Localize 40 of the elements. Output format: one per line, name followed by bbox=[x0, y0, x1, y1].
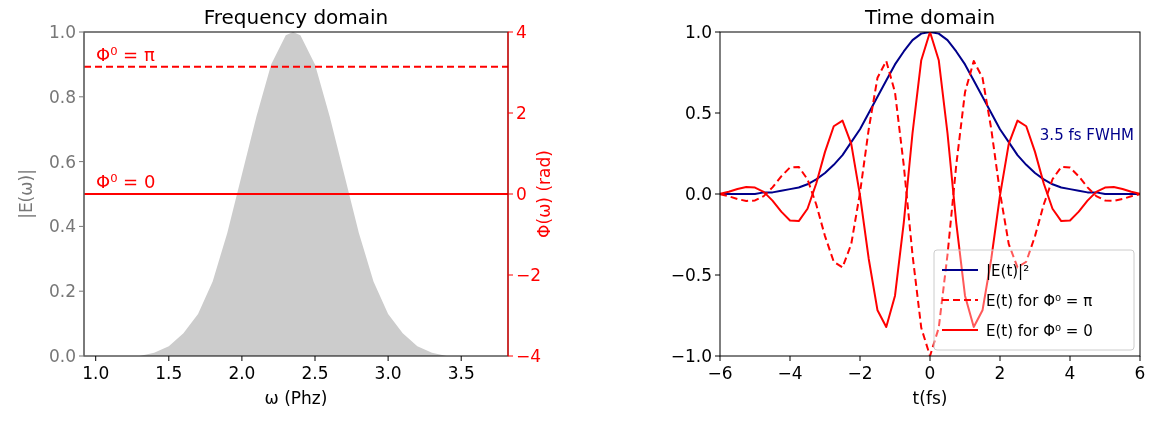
x-tick-label: 1.5 bbox=[155, 363, 183, 383]
x-tick-label: −2 bbox=[847, 363, 873, 383]
x-axis-title: ω (Phz) bbox=[264, 388, 328, 408]
y-tick-label: 0.0 bbox=[48, 346, 76, 366]
y-tick-label: 0.4 bbox=[48, 216, 76, 237]
y2-tick-label: −2 bbox=[516, 265, 542, 285]
ref-line-label: Φ⁰ = π bbox=[96, 43, 155, 65]
x-tick-label: 2.5 bbox=[301, 363, 329, 383]
x-tick-label: −4 bbox=[777, 363, 803, 383]
chart-title: Time domain bbox=[863, 5, 996, 29]
x-tick-label: 2 bbox=[994, 363, 1006, 383]
y-tick-label: 0.8 bbox=[48, 86, 76, 107]
x-axis-title: t(fs) bbox=[912, 388, 948, 408]
y-tick-label: −0.5 bbox=[670, 265, 712, 285]
y-tick-label: 0.2 bbox=[48, 281, 76, 302]
annotation: 3.5 fs FWHM bbox=[1039, 126, 1134, 144]
x-tick-label: 1.0 bbox=[82, 363, 110, 383]
y2-tick-label: 4 bbox=[516, 22, 527, 42]
ref-line-label: Φ⁰ = 0 bbox=[96, 171, 156, 192]
y-tick-label: 1.0 bbox=[684, 22, 712, 42]
y-tick-label: 0.6 bbox=[48, 151, 76, 172]
y-tick-label: 0.5 bbox=[684, 103, 712, 123]
y-tick-label: −1.0 bbox=[670, 346, 712, 366]
y-tick-label: 1.0 bbox=[48, 22, 76, 42]
x-tick-label: 6 bbox=[1134, 363, 1146, 383]
x-tick-label: 3.0 bbox=[374, 363, 402, 383]
x-tick-label: 2.0 bbox=[228, 363, 256, 383]
x-tick-label: −6 bbox=[707, 363, 733, 383]
y2-tick-label: −4 bbox=[516, 346, 542, 366]
x-tick-label: 3.5 bbox=[447, 363, 475, 383]
y2-tick-label: 2 bbox=[516, 103, 527, 123]
legend-label: E(t) for Φ⁰ = 0 bbox=[986, 322, 1093, 340]
y-tick-label: 0.0 bbox=[684, 184, 712, 204]
y2-axis-title: Φ(ω) (rad) bbox=[534, 150, 554, 238]
x-tick-label: 0 bbox=[924, 363, 936, 383]
chart-title: Frequency domain bbox=[203, 5, 389, 29]
x-tick-label: 4 bbox=[1064, 363, 1076, 383]
y-axis-title: |E(ω)| bbox=[16, 169, 36, 219]
legend-label: E(t) for Φ⁰ = π bbox=[986, 292, 1093, 310]
y2-tick-label: 0 bbox=[516, 184, 527, 204]
